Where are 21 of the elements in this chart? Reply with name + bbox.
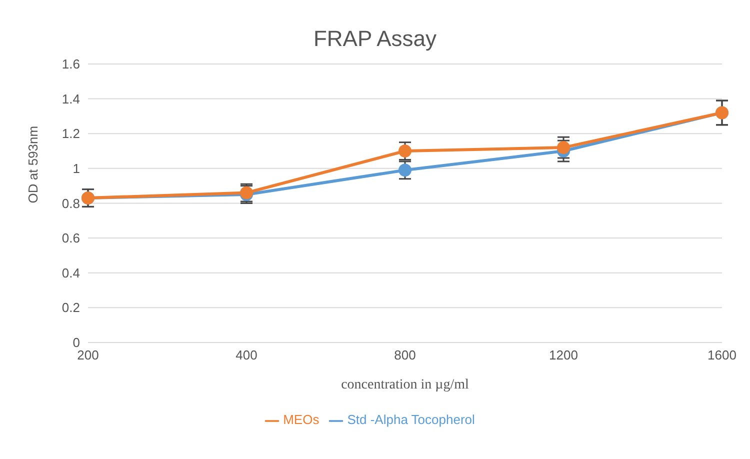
y-tick-label: 0.4 [62, 265, 80, 280]
x-tick-label: 400 [236, 348, 258, 363]
x-tick-label: 800 [394, 348, 416, 363]
y-tick-label: 1.6 [62, 56, 80, 72]
y-axis-title: OD at 593nm [26, 126, 41, 204]
x-tick-label: 1200 [549, 348, 578, 363]
y-tick-label: 1.4 [62, 91, 80, 106]
x-tick-label: 200 [77, 348, 99, 363]
x-tick-label: 1600 [708, 348, 736, 363]
y-tick-label: 0.6 [62, 230, 80, 246]
legend-label: Std -Alpha Tocopherol [347, 412, 475, 428]
y-tick-label: 0.8 [62, 196, 80, 211]
y-tick-label: 1.2 [62, 126, 80, 142]
y-tick-label: 1 [72, 161, 80, 176]
point [398, 164, 412, 177]
chart-title: FRAP Assay [312, 26, 438, 52]
y-tick-label: 0 [72, 335, 80, 350]
y-tick-label: 0.2 [62, 300, 80, 316]
point [398, 144, 412, 158]
legend-label: MEOs [283, 412, 320, 428]
x-axis-title: concentration in µg/ml [341, 377, 470, 392]
